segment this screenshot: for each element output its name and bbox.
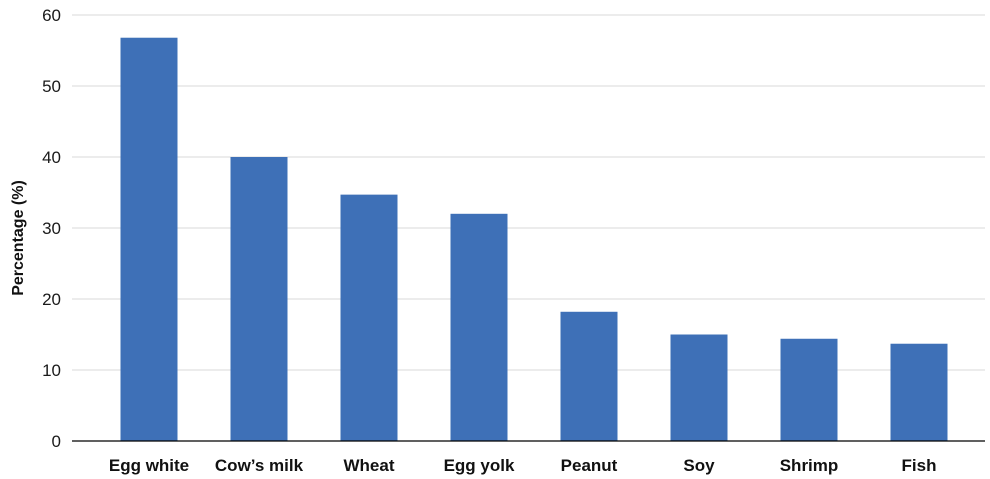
x-category-label: Wheat bbox=[344, 456, 395, 475]
x-category-label: Egg white bbox=[109, 456, 189, 475]
y-tick-label: 30 bbox=[42, 219, 61, 238]
y-tick-label: 0 bbox=[52, 432, 61, 451]
x-category-label: Cow’s milk bbox=[215, 456, 304, 475]
y-tick-label: 60 bbox=[42, 6, 61, 25]
y-tick-label: 40 bbox=[42, 148, 61, 167]
y-tick-label: 50 bbox=[42, 77, 61, 96]
y-axis-tick-labels: 0 10 20 30 40 50 60 bbox=[42, 6, 61, 451]
y-tick-label: 10 bbox=[42, 361, 61, 380]
bar bbox=[670, 334, 728, 441]
bar bbox=[120, 37, 178, 441]
x-category-label: Soy bbox=[683, 456, 715, 475]
bar bbox=[450, 213, 508, 441]
bar bbox=[780, 338, 838, 441]
x-category-label: Shrimp bbox=[780, 456, 839, 475]
x-category-label: Peanut bbox=[561, 456, 618, 475]
gridlines bbox=[72, 14, 985, 371]
bar bbox=[890, 343, 948, 441]
x-category-label: Egg yolk bbox=[444, 456, 515, 475]
bar bbox=[340, 194, 398, 441]
x-axis-category-labels: Egg white Cow’s milk Wheat Egg yolk Peanut So… bbox=[109, 456, 937, 475]
x-category-label: Fish bbox=[902, 456, 937, 475]
bars bbox=[120, 37, 948, 441]
bar bbox=[560, 311, 618, 441]
bar bbox=[230, 157, 288, 441]
y-axis-title: Percentage (%) bbox=[10, 180, 27, 296]
y-tick-label: 20 bbox=[42, 290, 61, 309]
